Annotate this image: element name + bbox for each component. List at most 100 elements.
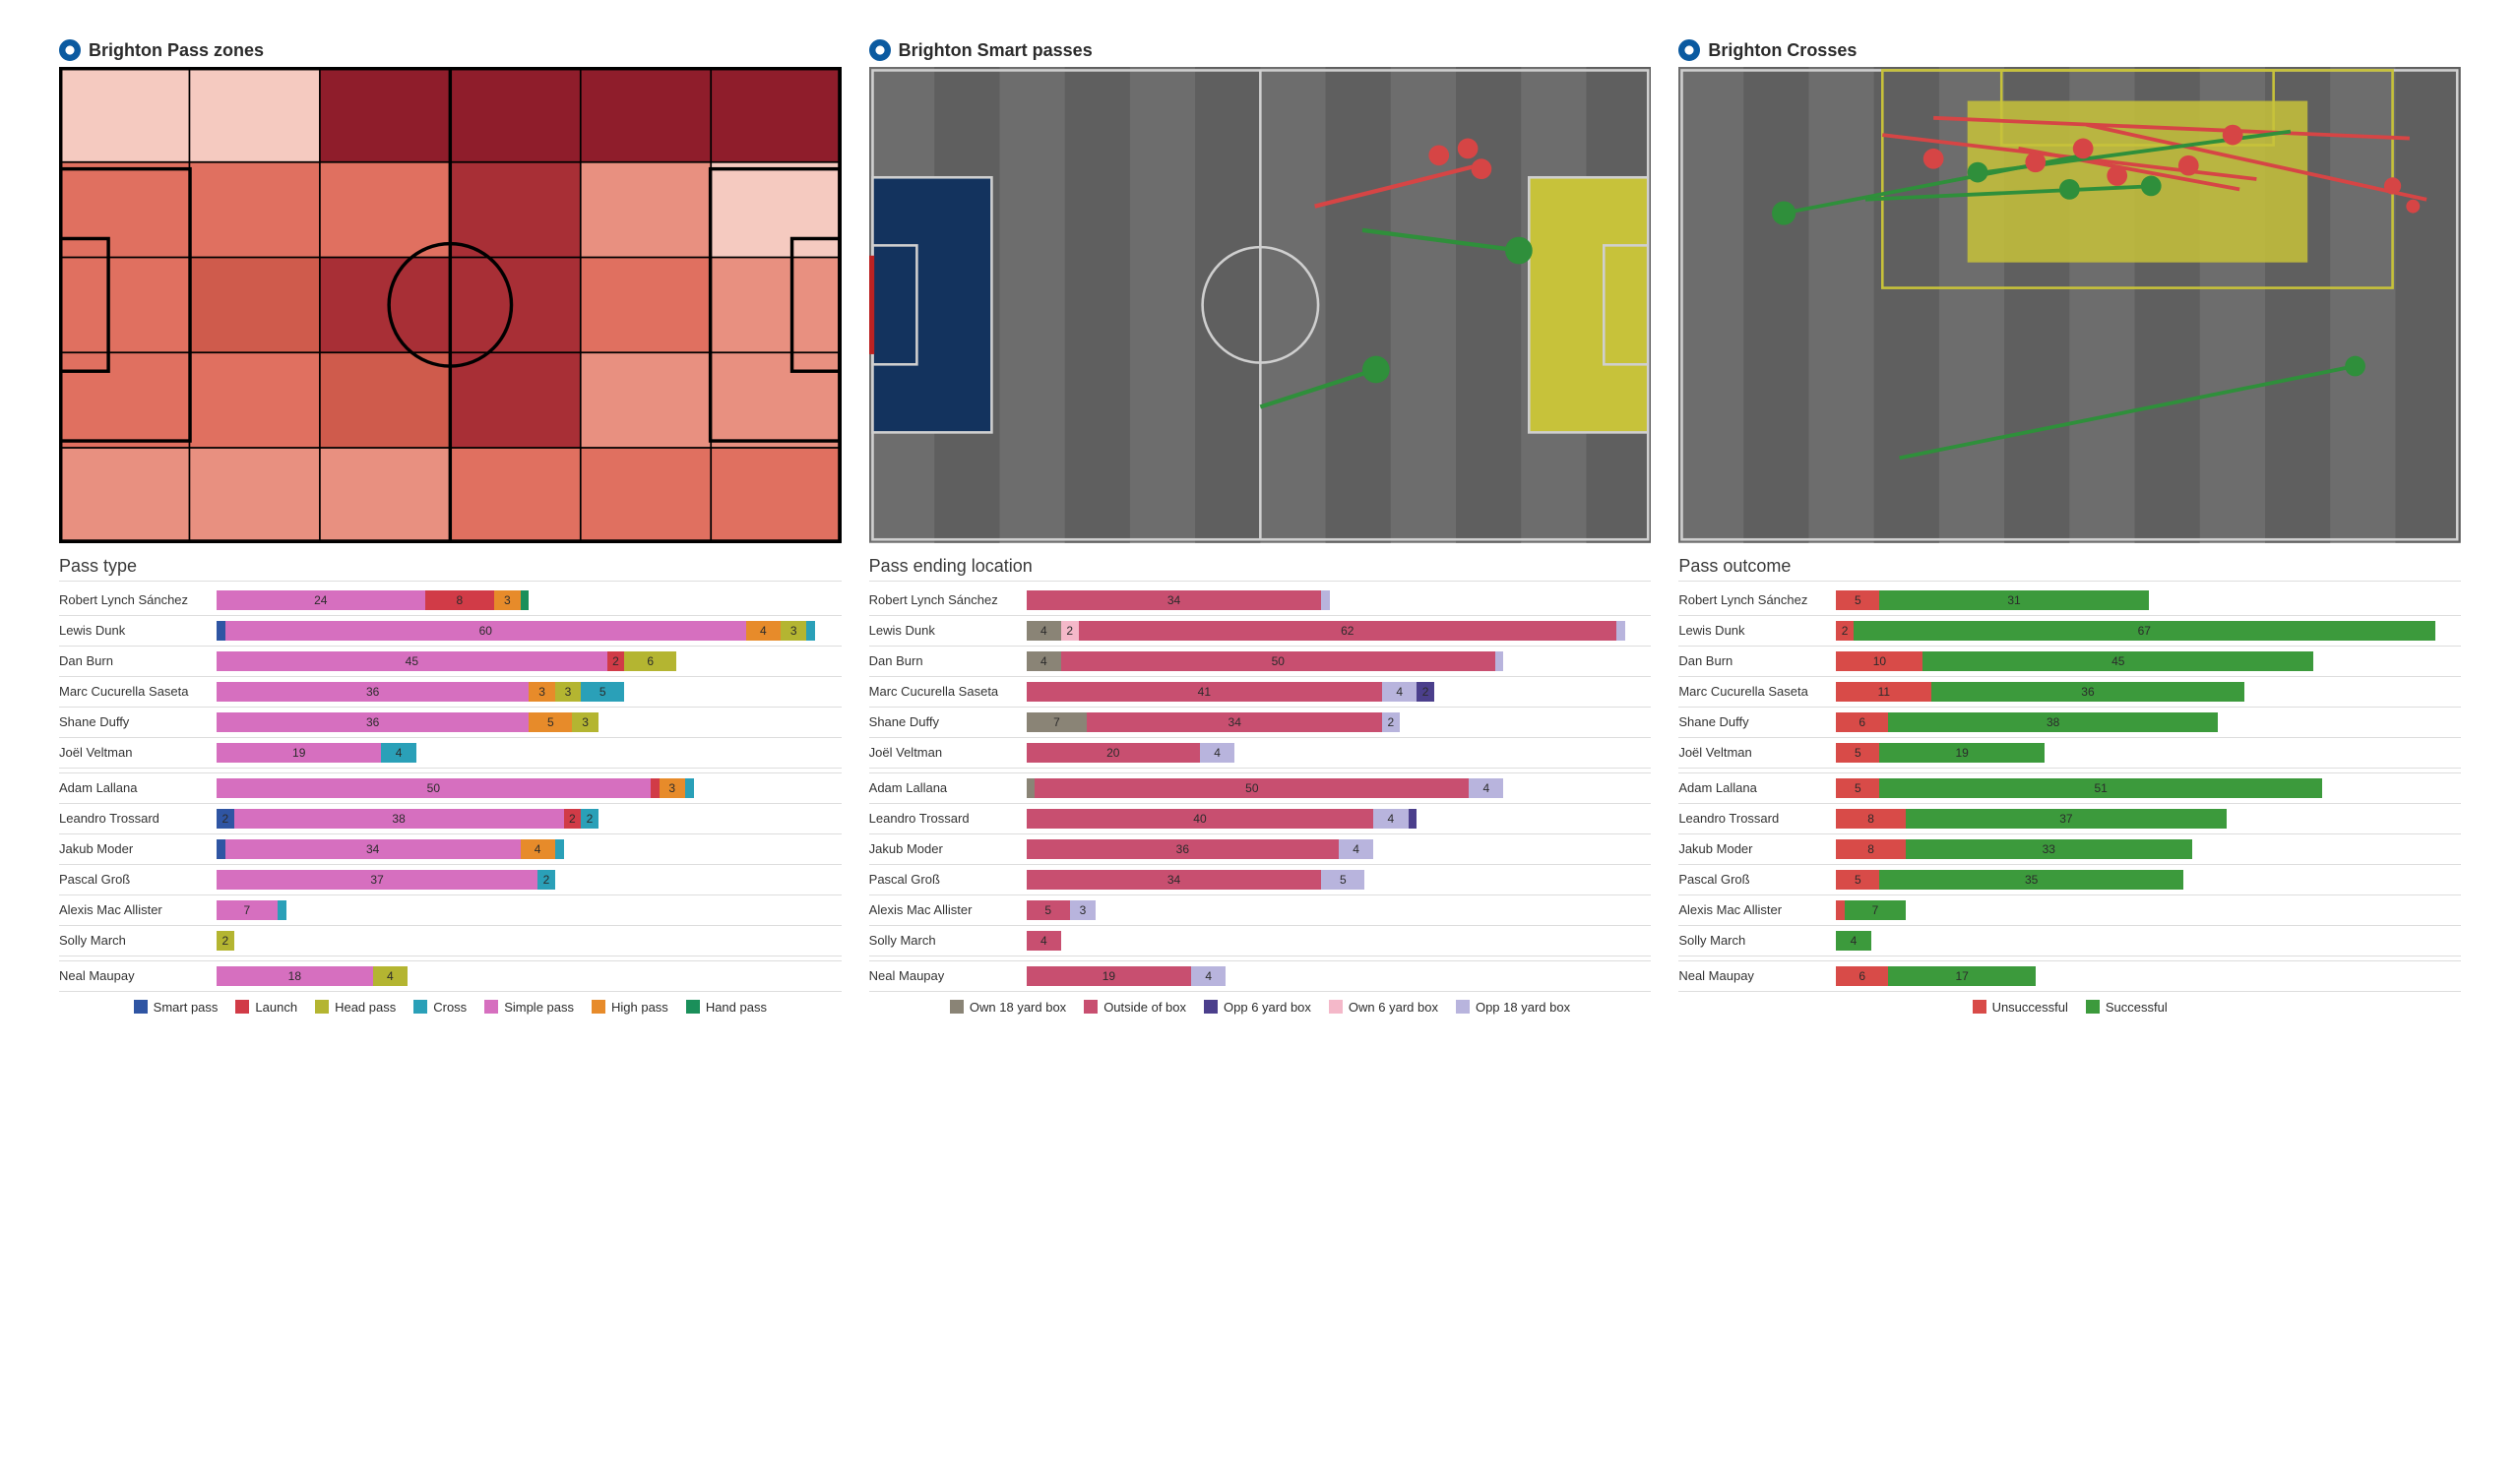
bar-segment: 6 <box>1836 966 1888 986</box>
bar-segment: 45 <box>217 651 607 671</box>
player-name: Leandro Trossard <box>59 811 217 826</box>
bar-segment: 2 <box>1382 712 1400 732</box>
bar-track: 4262 <box>1027 621 1652 641</box>
player-name: Lewis Dunk <box>59 623 217 638</box>
table-row: Adam Lallana503 <box>59 773 842 804</box>
bar-segment: 40 <box>1027 809 1374 829</box>
bar-segment: 7 <box>1845 900 1906 920</box>
bar-segment: 2 <box>217 809 234 829</box>
bar-segment: 34 <box>1027 870 1322 890</box>
bar-segment: 36 <box>217 682 529 702</box>
table-row: Leandro Trossard837 <box>1678 804 2461 834</box>
bar-track: 503 <box>217 778 842 798</box>
pass-type-bars: Robert Lynch Sánchez2483Lewis Dunk6043Da… <box>59 586 842 992</box>
bar-segment: 2 <box>564 809 582 829</box>
player-name: Joël Veltman <box>1678 745 1836 760</box>
bar-track: 194 <box>217 743 842 763</box>
smart-passes-title: Brighton Smart passes <box>869 39 1652 61</box>
player-name: Solly March <box>1678 933 1836 948</box>
table-row: Marc Cucurella Saseta1136 <box>1678 677 2461 708</box>
player-name: Jakub Moder <box>869 841 1027 856</box>
player-name: Alexis Mac Allister <box>1678 902 1836 917</box>
player-name: Dan Burn <box>59 653 217 668</box>
bar-segment: 6 <box>1836 712 1888 732</box>
bar-track: 184 <box>217 966 842 986</box>
pass-zones-title-text: Brighton Pass zones <box>89 40 264 61</box>
bar-segment: 7 <box>1027 712 1088 732</box>
table-row: Jakub Moder344 <box>59 834 842 865</box>
player-name: Pascal Groß <box>1678 872 1836 887</box>
legend-item: Hand pass <box>686 1000 767 1015</box>
table-row: Jakub Moder364 <box>869 834 1652 865</box>
table-row: Pascal Groß535 <box>1678 865 2461 895</box>
bar-segment: 19 <box>1027 966 1191 986</box>
table-row: Leandro Trossard404 <box>869 804 1652 834</box>
bar-track: 837 <box>1836 809 2461 829</box>
bar-segment: 67 <box>1854 621 2435 641</box>
crosses-title-text: Brighton Crosses <box>1708 40 1857 61</box>
player-name: Marc Cucurella Saseta <box>59 684 217 699</box>
bar-track: 617 <box>1836 966 2461 986</box>
table-row: Marc Cucurella Saseta36335 <box>59 677 842 708</box>
bar-segment: 36 <box>1931 682 2243 702</box>
pass-type-subhead: Pass type <box>59 556 842 582</box>
table-row: Neal Maupay194 <box>869 961 1652 992</box>
bar-track: 194 <box>1027 966 1652 986</box>
bar-track: 4 <box>1836 931 2461 951</box>
col-smart-passes: Brighton Smart passes Pass ending locati… <box>869 39 1652 1015</box>
legend-label: Own 18 yard box <box>970 1000 1066 1015</box>
bar-segment: 5 <box>1836 778 1879 798</box>
bar-segment: 4 <box>1027 651 1061 671</box>
bar-segment: 4 <box>521 839 555 859</box>
bar-segment <box>1616 621 1625 641</box>
bar-segment: 3 <box>555 682 581 702</box>
legend-item: Simple pass <box>484 1000 574 1015</box>
player-name: Dan Burn <box>869 653 1027 668</box>
legend-label: Cross <box>433 1000 467 1015</box>
pass-end-bars: Robert Lynch Sánchez34Lewis Dunk4262 Dan … <box>869 586 1652 992</box>
bar-segment: 60 <box>225 621 746 641</box>
bar-segment: 4 <box>1373 809 1408 829</box>
player-name: Solly March <box>59 933 217 948</box>
top-row: Brighton Pass zones Pass type Robert Lyn… <box>59 39 2461 1015</box>
player-name: Shane Duffy <box>1678 714 1836 729</box>
legend-swatch <box>235 1000 249 1014</box>
bar-track: 638 <box>1836 712 2461 732</box>
legend-item: Launch <box>235 1000 297 1015</box>
bar-segment: 33 <box>1906 839 2192 859</box>
legend-item: High pass <box>592 1000 668 1015</box>
bar-segment: 34 <box>1027 590 1322 610</box>
table-row: Robert Lynch Sánchez34 <box>869 586 1652 616</box>
crosses-pitch <box>1678 67 2461 548</box>
bar-track: 519 <box>1836 743 2461 763</box>
legend-item: Outside of box <box>1084 1000 1186 1015</box>
bar-segment <box>1495 651 1504 671</box>
player-name: Shane Duffy <box>869 714 1027 729</box>
bar-segment: 35 <box>1879 870 2183 890</box>
player-name: Jakub Moder <box>59 841 217 856</box>
table-row: Jakub Moder833 <box>1678 834 2461 865</box>
legend-label: Opp 6 yard box <box>1224 1000 1311 1015</box>
bar-segment: 5 <box>1836 590 1879 610</box>
table-row: Dan Burn1045 <box>1678 647 2461 677</box>
table-row: Lewis Dunk4262 <box>869 616 1652 647</box>
bar-segment <box>651 778 660 798</box>
player-name: Solly March <box>869 933 1027 948</box>
player-name: Neal Maupay <box>59 968 217 983</box>
pass-outcome-bars: Robert Lynch Sánchez531Lewis Dunk267Dan … <box>1678 586 2461 992</box>
bar-track: 7 <box>217 900 842 920</box>
bar-segment: 4 <box>1836 931 1870 951</box>
legend-item: Opp 18 yard box <box>1456 1000 1570 1015</box>
bar-segment: 2 <box>1061 621 1079 641</box>
table-row: Alexis Mac Allister53 <box>869 895 1652 926</box>
player-name: Shane Duffy <box>59 714 217 729</box>
legend-swatch <box>592 1000 605 1014</box>
bar-track: 833 <box>1836 839 2461 859</box>
bar-track: 404 <box>1027 809 1652 829</box>
bar-segment: 5 <box>1836 870 1879 890</box>
bar-segment: 36 <box>1027 839 1339 859</box>
bar-segment <box>806 621 815 641</box>
bar-segment: 4 <box>1027 931 1061 951</box>
table-row: Solly March2 <box>59 926 842 956</box>
legend-swatch <box>1084 1000 1098 1014</box>
